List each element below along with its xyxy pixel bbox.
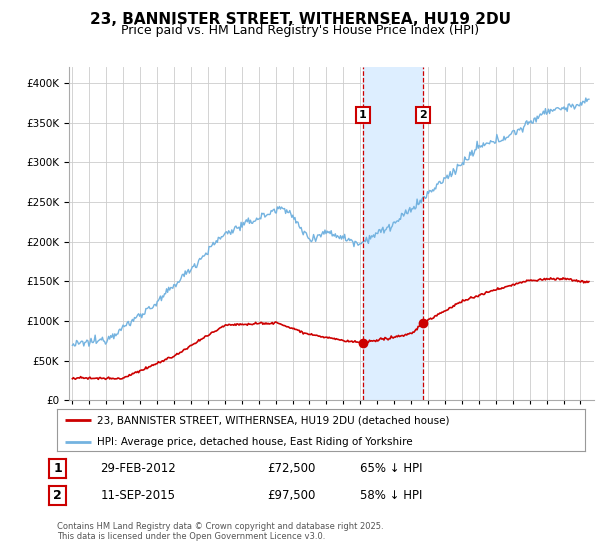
Text: 23, BANNISTER STREET, WITHERNSEA, HU19 2DU: 23, BANNISTER STREET, WITHERNSEA, HU19 2… bbox=[89, 12, 511, 27]
Text: 23, BANNISTER STREET, WITHERNSEA, HU19 2DU (detached house): 23, BANNISTER STREET, WITHERNSEA, HU19 2… bbox=[97, 415, 449, 425]
Text: 1: 1 bbox=[359, 110, 367, 120]
Text: Contains HM Land Registry data © Crown copyright and database right 2025.
This d: Contains HM Land Registry data © Crown c… bbox=[57, 522, 383, 542]
Text: Price paid vs. HM Land Registry's House Price Index (HPI): Price paid vs. HM Land Registry's House … bbox=[121, 24, 479, 36]
Text: 1: 1 bbox=[53, 462, 62, 475]
Text: £72,500: £72,500 bbox=[267, 462, 316, 475]
Text: 2: 2 bbox=[419, 110, 427, 120]
Text: £97,500: £97,500 bbox=[267, 489, 316, 502]
Text: 29-FEB-2012: 29-FEB-2012 bbox=[100, 462, 176, 475]
Text: 2: 2 bbox=[53, 489, 62, 502]
Text: 58% ↓ HPI: 58% ↓ HPI bbox=[360, 489, 422, 502]
Bar bbox=[363, 67, 423, 400]
Text: HPI: Average price, detached house, East Riding of Yorkshire: HPI: Average price, detached house, East… bbox=[97, 437, 412, 446]
Text: 65% ↓ HPI: 65% ↓ HPI bbox=[360, 462, 422, 475]
Text: 11-SEP-2015: 11-SEP-2015 bbox=[100, 489, 175, 502]
